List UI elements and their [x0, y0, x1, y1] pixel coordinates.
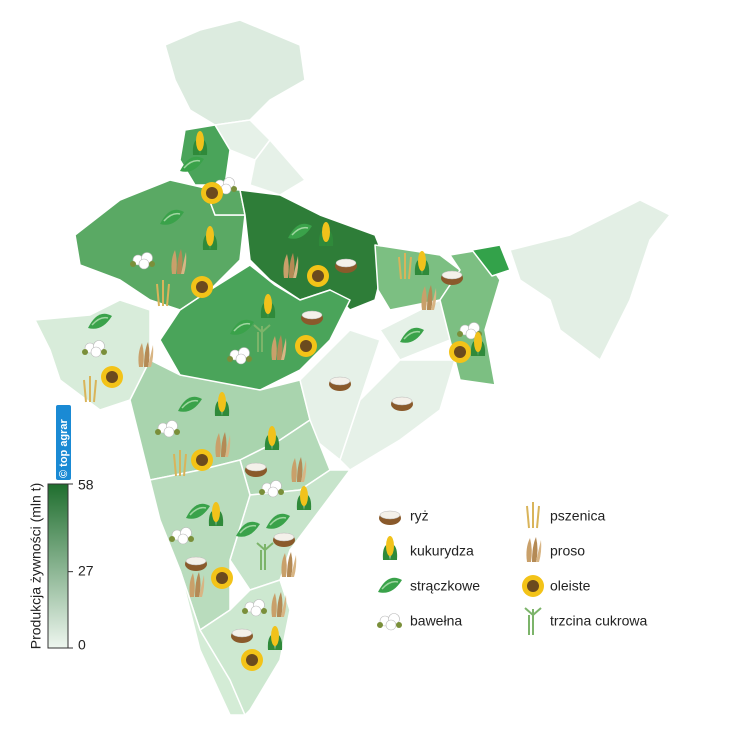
- legend-label: ryż: [410, 508, 429, 524]
- credit: © top agrar: [58, 418, 70, 478]
- legend-label: bawełna: [410, 613, 462, 629]
- colorbar: Produkcja żywności (mln t) 0 27 58: [28, 477, 94, 653]
- legend-label: kukurydza: [410, 543, 474, 559]
- state: [339, 359, 456, 471]
- legend-label: trzcina cukrowa: [550, 613, 647, 629]
- legend-label: proso: [550, 543, 585, 559]
- colorbar-label: Produkcja żywności (mln t): [28, 483, 44, 650]
- credit-box: [56, 405, 71, 480]
- colorbar-tick-label: 0: [78, 637, 86, 653]
- colorbar-tick-label: 27: [78, 562, 94, 578]
- legend-label: strączkowe: [410, 578, 480, 594]
- state: [471, 244, 511, 277]
- credit-badge: © top agrar: [56, 405, 71, 480]
- states: [34, 19, 671, 716]
- legend-label: pszenica: [550, 508, 605, 524]
- state: [199, 579, 291, 716]
- legend: ryż kukurydza strączkowe bawełna pszenic…: [376, 501, 647, 636]
- state: [509, 199, 671, 361]
- state: [249, 139, 306, 196]
- legend-label: oleiste: [550, 578, 591, 594]
- colorbar-gradient: [47, 483, 69, 649]
- state: [164, 19, 306, 126]
- colorbar-tick-label: 58: [78, 477, 94, 493]
- state: [239, 189, 386, 311]
